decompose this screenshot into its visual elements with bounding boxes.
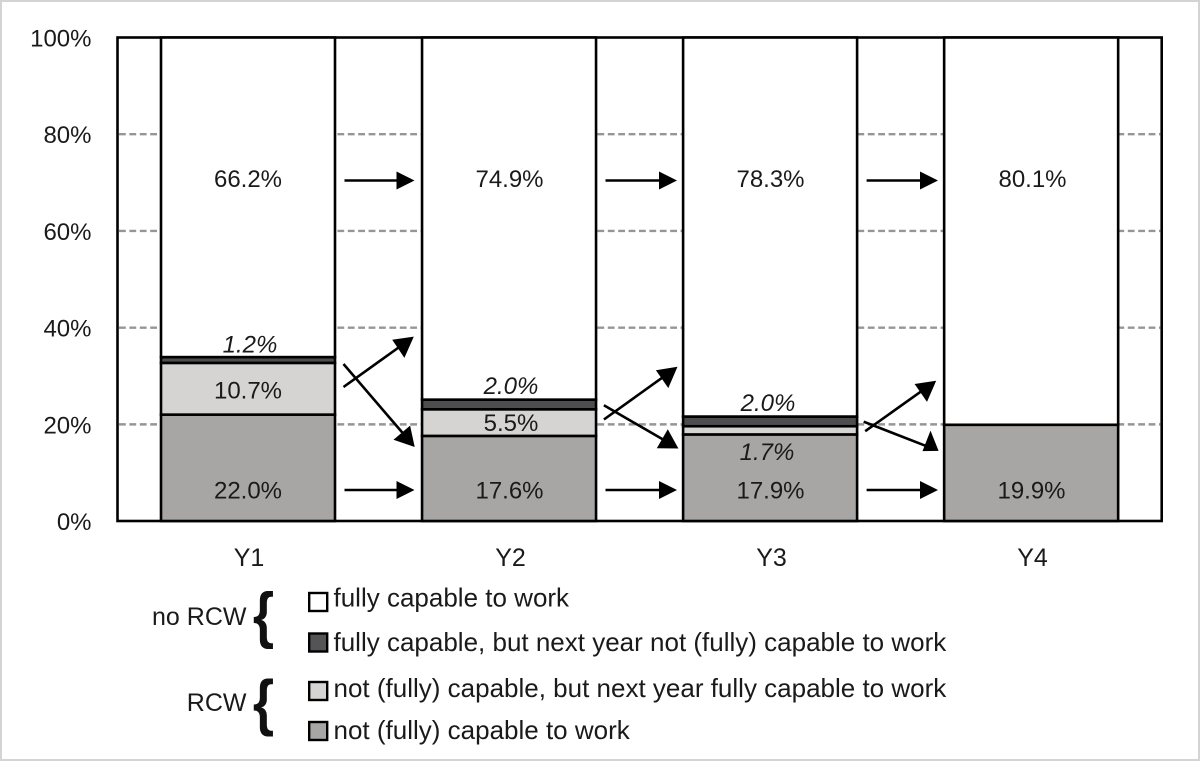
svg-text:{: { [253,668,274,737]
svg-text:Y2: Y2 [495,544,526,572]
svg-text:17.9%: 17.9% [736,478,804,505]
svg-text:Y1: Y1 [234,544,265,572]
svg-text:40%: 40% [43,316,91,343]
svg-text:22.0%: 22.0% [214,478,282,505]
svg-text:{: { [253,581,274,650]
svg-text:RCW: RCW [187,689,247,717]
svg-text:80.1%: 80.1% [998,166,1066,193]
svg-text:5.5%: 5.5% [484,410,539,437]
svg-text:not (fully) capable to work: not (fully) capable to work [334,715,631,745]
svg-text:2.0%: 2.0% [740,390,796,417]
svg-text:1.2%: 1.2% [223,332,278,359]
svg-text:78.3%: 78.3% [736,166,804,193]
svg-text:2.0%: 2.0% [483,373,539,400]
svg-text:66.2%: 66.2% [214,166,282,193]
svg-text:0%: 0% [57,509,92,536]
svg-text:19.9%: 19.9% [997,478,1065,505]
svg-text:17.6%: 17.6% [475,478,543,505]
svg-text:no RCW: no RCW [152,603,247,631]
svg-text:100%: 100% [30,25,91,52]
svg-text:Y4: Y4 [1017,544,1048,572]
svg-text:fully capable to work: fully capable to work [334,583,571,613]
svg-text:fully capable, but next year n: fully capable, but next year not (fully)… [334,627,948,657]
svg-text:1.7%: 1.7% [740,439,795,466]
svg-text:not (fully) capable, but next: not (fully) capable, but next year fully… [334,673,948,703]
svg-text:20%: 20% [43,412,91,439]
svg-text:80%: 80% [43,122,91,149]
svg-text:Y3: Y3 [756,544,787,572]
svg-text:60%: 60% [43,219,91,246]
svg-text:74.9%: 74.9% [475,166,543,193]
svg-text:10.7%: 10.7% [214,378,282,405]
